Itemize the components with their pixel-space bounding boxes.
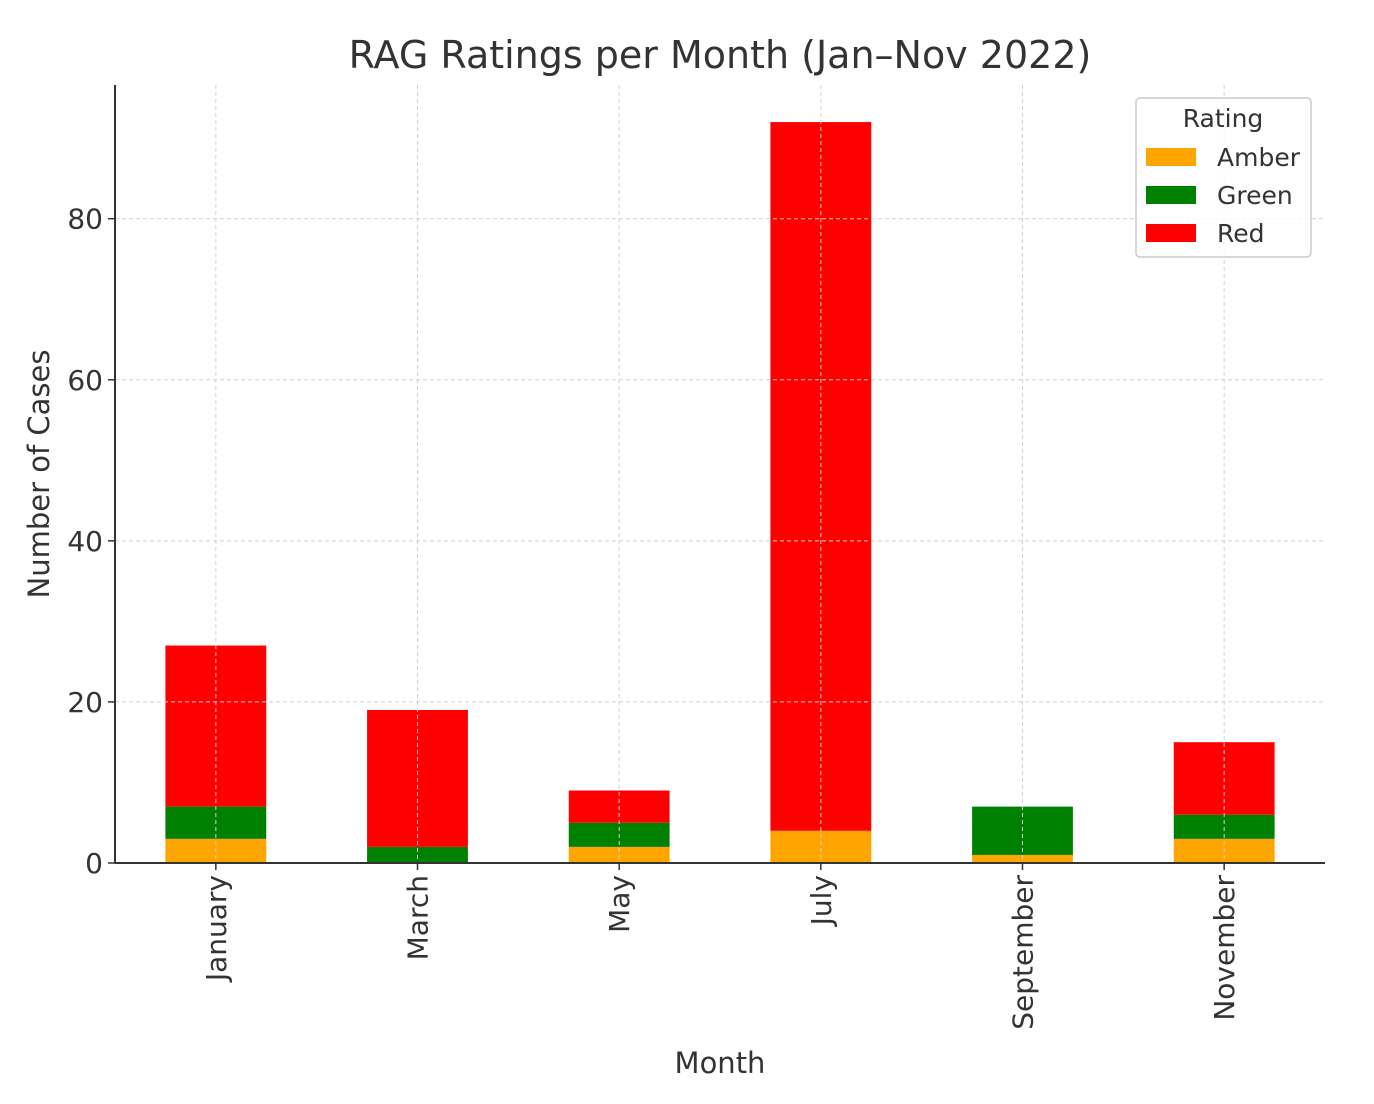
- x-tick-label-january: January: [200, 875, 233, 983]
- x-tick-label-march: March: [402, 875, 435, 960]
- legend-box: [1135, 97, 1312, 258]
- grid-lines: [115, 85, 1325, 863]
- x-tick-label-september: September: [1007, 875, 1040, 1030]
- x-tick-label-november: November: [1208, 875, 1241, 1021]
- y-tick-label-40: 40: [67, 525, 103, 558]
- tick-labels: 0 20 40 60 80 January March May July September Nov…: [67, 203, 1241, 1030]
- bar-may-amber: [568, 846, 670, 863]
- y-tick-label-60: 60: [67, 364, 103, 397]
- y-tick-label-80: 80: [67, 203, 103, 236]
- y-axis-label: Number of Cases: [22, 350, 56, 599]
- legend-title: Rating: [1183, 104, 1264, 133]
- bar-march-green: [367, 846, 468, 863]
- legend-label-green: Green: [1217, 181, 1293, 210]
- x-tick-label-may: May: [603, 875, 636, 933]
- x-axis-label: Month: [675, 1046, 766, 1080]
- y-tick-label-0: 0: [85, 847, 103, 880]
- chart-title: RAG Ratings per Month (Jan–Nov 2022): [349, 33, 1092, 77]
- axes: [114, 85, 1325, 864]
- legend-label-amber: Amber: [1217, 143, 1301, 172]
- y-tick-label-20: 20: [67, 686, 103, 719]
- legend-swatch-red: [1146, 224, 1196, 242]
- x-tick-label-july: July: [805, 875, 838, 927]
- legend-label-red: Red: [1217, 219, 1265, 248]
- legend-swatch-amber: [1146, 148, 1196, 166]
- legend-swatch-green: [1146, 186, 1196, 204]
- legend: Rating Amber Green Red: [1135, 97, 1312, 258]
